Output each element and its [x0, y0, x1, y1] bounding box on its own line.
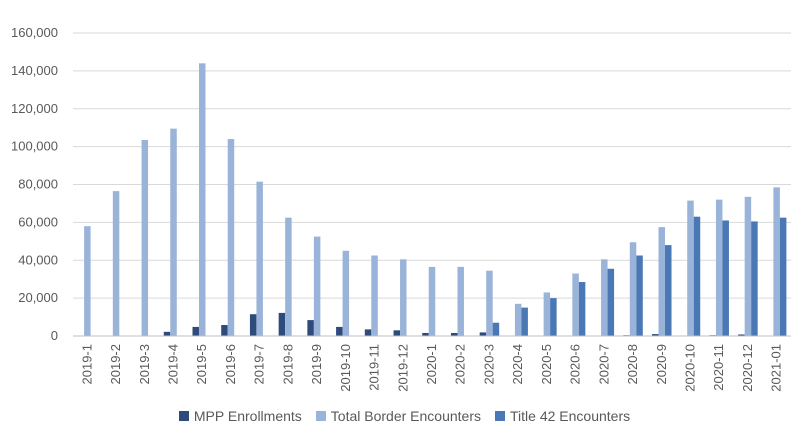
bar-mpp-enrollments: [393, 330, 401, 336]
bar-mpp-enrollments: [221, 325, 228, 336]
bar-total-border-encounters: [514, 303, 522, 336]
bar-title-42-encounters: [693, 216, 701, 336]
x-tick-label: 2019-5: [194, 344, 209, 384]
legend-item-mpp: MPP Enrollments: [178, 408, 302, 424]
bar-title-42-encounters: [492, 322, 500, 336]
bars: [84, 63, 787, 337]
y-tick-label: 60,000: [18, 214, 58, 229]
bar-title-42-encounters: [779, 217, 787, 336]
y-tick-label: 0: [51, 328, 58, 343]
x-tick-label: 2019-6: [223, 344, 238, 384]
bar-total-border-encounters: [371, 255, 378, 336]
x-tick-label: 2019-4: [166, 344, 181, 384]
bar-total-border-encounters: [198, 63, 206, 337]
x-tick-label: 2020-2: [453, 344, 468, 384]
bar-mpp-enrollments: [738, 334, 745, 336]
y-axis-tick-labels: 0 20,000 40,000 60,000 80,000 100,000 120,000 1…: [11, 25, 58, 343]
x-tick-label: 2020-11: [711, 344, 726, 391]
bar-total-border-encounters: [84, 226, 91, 336]
x-tick-label: 2020-5: [539, 344, 554, 384]
bar-total-border-encounters: [457, 266, 464, 336]
y-tick-label: 20,000: [18, 290, 58, 305]
x-tick-label: 2020-6: [568, 344, 583, 384]
x-tick-label: 2019-7: [252, 344, 267, 384]
bar-total-border-encounters: [170, 128, 177, 336]
x-tick-label: 2019-1: [79, 344, 94, 384]
bar-total-border-encounters: [428, 266, 436, 336]
bar-total-border-encounters: [572, 273, 579, 336]
bar-total-border-encounters: [400, 259, 407, 336]
bar-mpp-enrollments: [307, 320, 314, 336]
x-tick-label: 2020-10: [682, 344, 697, 392]
legend-label-title42: Title 42 Encounters: [510, 408, 631, 424]
legend: MPP Enrollments Total Border Encounters …: [0, 404, 809, 428]
bar-total-border-encounters: [313, 236, 321, 336]
bar-total-border-encounters: [773, 187, 780, 336]
x-tick-label: 2020-4: [510, 344, 525, 384]
y-tick-label: 100,000: [11, 139, 58, 154]
bar-total-border-encounters: [486, 270, 493, 336]
bar-total-border-encounters: [342, 250, 350, 336]
bar-mpp-enrollments: [450, 332, 458, 336]
x-tick-label: 2019-2: [108, 344, 123, 384]
x-tick-label: 2019-3: [137, 344, 152, 384]
bar-title-42-encounters: [665, 245, 672, 336]
bar-total-border-encounters: [141, 139, 149, 336]
bar-total-border-encounters: [629, 242, 637, 336]
bar-total-border-encounters: [227, 139, 235, 336]
bar-mpp-enrollments: [336, 326, 343, 336]
bar-total-border-encounters: [112, 191, 120, 336]
legend-label-mpp: MPP Enrollments: [193, 408, 302, 424]
bar-total-border-encounters: [543, 292, 551, 336]
legend-swatch-title42: [495, 411, 505, 421]
y-tick-label: 80,000: [18, 177, 58, 192]
y-tick-label: 120,000: [11, 101, 58, 116]
x-tick-label: 2019-10: [338, 344, 353, 392]
x-tick-label: 2020-9: [654, 344, 669, 384]
bar-mpp-enrollments: [422, 332, 429, 336]
x-tick-label: 2020-1: [424, 344, 439, 384]
x-axis-tick-labels: 2019-1 2019-2 2019-3 2019-4 2019-5 2019-6 2019…: [79, 344, 783, 392]
x-tick-label: 2021-01: [769, 344, 784, 392]
x-tick-label: 2019-11: [367, 344, 382, 391]
bar-mpp-enrollments: [652, 334, 659, 336]
bar-mpp-enrollments: [364, 329, 372, 336]
legend-item-total: Total Border Encounters: [315, 408, 481, 424]
y-tick-label: 160,000: [11, 25, 58, 40]
x-tick-label: 2020-7: [596, 344, 611, 384]
bar-title-42-encounters: [722, 220, 729, 336]
bar-mpp-enrollments: [163, 331, 171, 336]
bar-mpp-enrollments: [479, 332, 487, 336]
bar-total-border-encounters: [256, 181, 263, 336]
bar-total-border-encounters: [744, 196, 752, 336]
bar-title-42-encounters: [550, 298, 557, 336]
y-tick-label: 40,000: [18, 252, 58, 267]
bar-title-42-encounters: [521, 307, 528, 336]
legend-swatch-mpp: [178, 411, 189, 421]
x-tick-label: 2020-8: [625, 344, 640, 384]
bar-total-border-encounters: [658, 227, 666, 336]
x-tick-label: 2019-12: [395, 344, 410, 392]
x-tick-label: 2019-8: [280, 344, 295, 384]
legend-item-title42: Title 42 Encounters: [495, 408, 630, 424]
bar-total-border-encounters: [715, 199, 723, 336]
bar-total-border-encounters: [687, 200, 694, 336]
bar-mpp-enrollments: [249, 314, 257, 336]
gridlines: [73, 32, 791, 299]
bar-total-border-encounters: [601, 259, 608, 336]
bar-title-42-encounters: [636, 255, 643, 336]
bar-mpp-enrollments: [278, 312, 286, 336]
x-tick-label: 2020-3: [481, 344, 496, 384]
legend-swatch-total: [315, 411, 326, 421]
bar-total-border-encounters: [285, 217, 292, 336]
bar-title-42-encounters: [578, 282, 586, 336]
x-tick-label: 2019-9: [309, 344, 324, 384]
bar-mpp-enrollments: [192, 326, 199, 336]
legend-label-total: Total Border Encounters: [330, 408, 481, 424]
x-tick-label: 2020-12: [740, 344, 755, 392]
y-tick-label: 140,000: [11, 63, 58, 78]
bar-title-42-encounters: [607, 268, 615, 336]
bar-title-42-encounters: [751, 221, 758, 336]
